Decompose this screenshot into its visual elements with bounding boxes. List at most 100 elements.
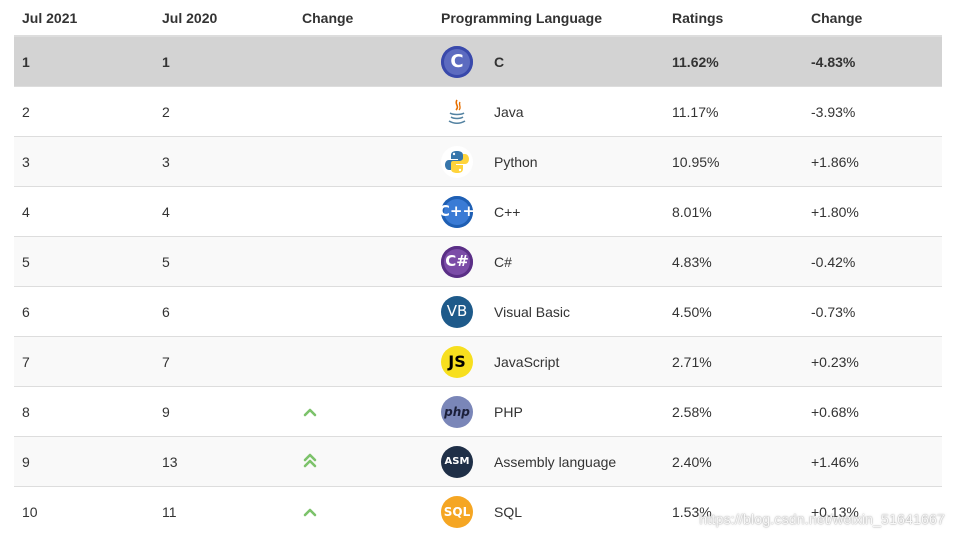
rating: 8.01% xyxy=(664,186,803,237)
sql-logo-icon: SQL xyxy=(441,495,473,528)
header-ratings[interactable]: Ratings xyxy=(664,0,803,37)
rank-2020: 9 xyxy=(154,386,294,437)
chevron-up-icon xyxy=(303,407,317,417)
language-name: C++ xyxy=(494,203,521,220)
chevron-up-icon xyxy=(303,507,317,517)
rank-2021: 5 xyxy=(14,236,154,287)
trend-cell xyxy=(294,86,433,137)
language-name: JavaScript xyxy=(494,353,560,370)
rating-change: -4.83% xyxy=(803,35,942,87)
rating: 1.53% xyxy=(664,486,803,536)
c-logo-icon: C xyxy=(441,45,473,78)
php-logo-icon: php xyxy=(441,395,473,428)
rank-2021: 3 xyxy=(14,136,154,187)
rank-2021: 7 xyxy=(14,336,154,387)
rating-change: -0.42% xyxy=(803,236,942,287)
header-programming-language[interactable]: Programming Language xyxy=(433,0,664,37)
rating: 2.71% xyxy=(664,336,803,387)
trend-cell xyxy=(294,336,433,387)
trend-cell xyxy=(294,436,433,487)
language-cell: Python xyxy=(433,136,664,187)
rating-change: +1.80% xyxy=(803,186,942,237)
javascript-logo-icon: JS xyxy=(441,345,473,378)
language-cell: SQL SQL xyxy=(433,486,664,536)
rating-change: -3.93% xyxy=(803,86,942,137)
rating-change: +0.23% xyxy=(803,336,942,387)
rank-2021: 1 xyxy=(14,35,154,87)
language-cell: VB Visual Basic xyxy=(433,286,664,337)
table-row: 2 2 Java xyxy=(14,86,942,137)
table-row: 7 7 JS JavaScript 2.71% +0.23% xyxy=(14,336,942,387)
rating-change: -0.73% xyxy=(803,286,942,337)
rating: 11.17% xyxy=(664,86,803,137)
table-row: 8 9 php PHP 2.58% +0.68% xyxy=(14,386,942,437)
header-change[interactable]: Change xyxy=(294,0,433,37)
rating: 4.83% xyxy=(664,236,803,287)
rank-2021: 4 xyxy=(14,186,154,237)
trend-cell xyxy=(294,186,433,237)
language-name: SQL xyxy=(494,503,523,520)
table-row: 4 4 C++ C++ 8.01% +1.80% xyxy=(14,186,942,237)
rating-change: +0.68% xyxy=(803,386,942,437)
table-header-row: Jul 2021 Jul 2020 Change Programming Lan… xyxy=(14,0,942,37)
rank-2020: 1 xyxy=(154,35,294,87)
rank-2021: 9 xyxy=(14,436,154,487)
rank-2021: 8 xyxy=(14,386,154,437)
language-cell: Java xyxy=(433,86,664,137)
java-logo-icon xyxy=(441,95,473,128)
rank-2020: 7 xyxy=(154,336,294,387)
trend-cell xyxy=(294,35,433,87)
language-cell: ASM Assembly language xyxy=(433,436,664,487)
trend-cell xyxy=(294,136,433,187)
double-chevron-up-icon xyxy=(303,452,317,468)
language-cell: C++ C++ xyxy=(433,186,664,237)
rank-2020: 13 xyxy=(154,436,294,487)
python-logo-icon xyxy=(441,145,473,178)
rating-change: +1.46% xyxy=(803,436,942,487)
language-cell: php PHP xyxy=(433,386,664,437)
language-name: Python xyxy=(494,153,538,170)
trend-cell xyxy=(294,236,433,287)
language-name: C xyxy=(494,53,505,70)
language-name: PHP xyxy=(494,403,523,420)
table-row: 5 5 C# C# 4.83% -0.42% xyxy=(14,236,942,287)
table-row: 10 11 SQL SQL 1.53% +0.13% xyxy=(14,486,942,536)
rating: 10.95% xyxy=(664,136,803,187)
language-name: Visual Basic xyxy=(494,303,571,320)
rank-2020: 5 xyxy=(154,236,294,287)
rating-change: +1.86% xyxy=(803,136,942,187)
watermark-text: https://blog.csdn.net/weixin_51641667 xyxy=(699,511,945,527)
table-row: 9 13 ASM Assembly language 2.40% +1.46% xyxy=(14,436,942,487)
trend-cell xyxy=(294,386,433,437)
header-jul-2020[interactable]: Jul 2020 xyxy=(154,0,294,37)
trend-cell xyxy=(294,286,433,337)
rank-2020: 2 xyxy=(154,86,294,137)
language-cell: C C xyxy=(433,35,664,87)
language-name: Assembly language xyxy=(494,453,617,470)
language-name: Java xyxy=(494,103,524,120)
ranking-table: Jul 2021 Jul 2020 Change Programming Lan… xyxy=(14,0,942,536)
visual-basic-logo-icon: VB xyxy=(441,295,473,328)
rating-change: +0.13% xyxy=(803,486,942,536)
rank-2020: 11 xyxy=(154,486,294,536)
rank-2020: 4 xyxy=(154,186,294,237)
rank-2021: 6 xyxy=(14,286,154,337)
header-change-percent[interactable]: Change xyxy=(803,0,942,37)
csharp-logo-icon: C# xyxy=(441,245,473,278)
assembly-logo-icon: ASM xyxy=(441,445,473,478)
language-name: C# xyxy=(494,253,512,270)
table-row: 3 3 Python xyxy=(14,136,942,187)
rank-2021: 2 xyxy=(14,86,154,137)
header-jul-2021[interactable]: Jul 2021 xyxy=(14,0,154,37)
trend-cell xyxy=(294,486,433,536)
rank-2021: 10 xyxy=(14,486,154,536)
table-row: 1 1 C C 11.62% -4.83% xyxy=(14,35,942,87)
rating: 4.50% xyxy=(664,286,803,337)
rating: 2.40% xyxy=(664,436,803,487)
language-cell: C# C# xyxy=(433,236,664,287)
cpp-logo-icon: C++ xyxy=(439,195,475,228)
language-cell: JS JavaScript xyxy=(433,336,664,387)
rank-2020: 6 xyxy=(154,286,294,337)
table-row: 6 6 VB Visual Basic 4.50% -0.73% xyxy=(14,286,942,337)
rank-2020: 3 xyxy=(154,136,294,187)
